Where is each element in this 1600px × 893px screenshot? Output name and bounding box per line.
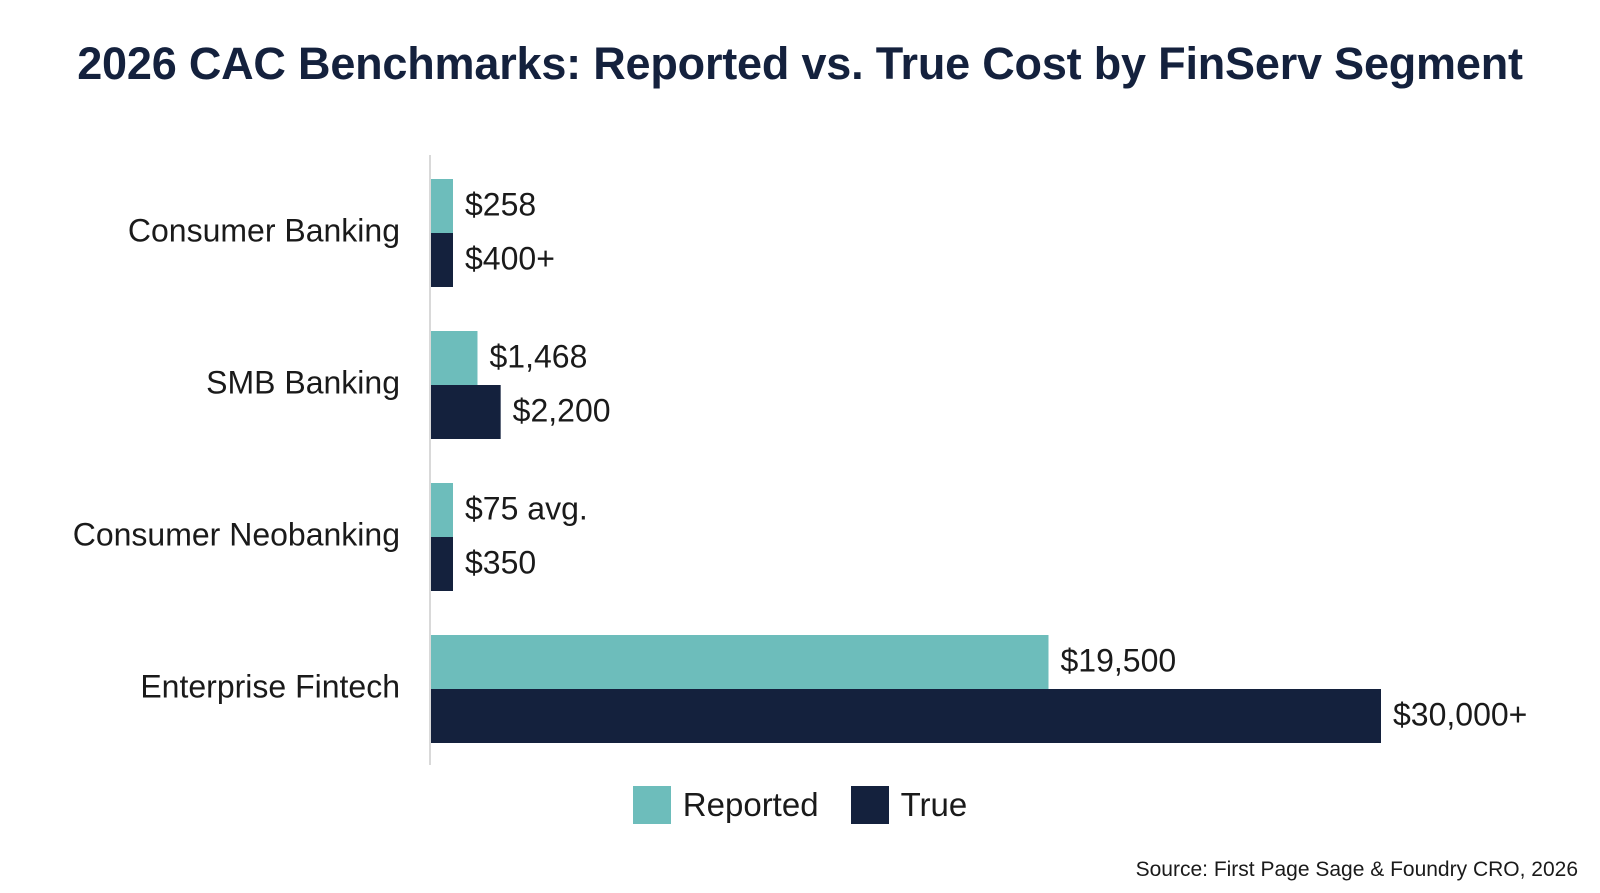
bar-true-consumer-banking (431, 233, 453, 287)
category-label-consumer-neobanking: Consumer Neobanking (73, 516, 400, 552)
legend: Reported True (0, 786, 1600, 824)
bar-reported-consumer-neobanking (431, 483, 453, 537)
bar-true-consumer-neobanking (431, 537, 453, 591)
value-label-reported-enterprise-fintech: $19,500 (1061, 642, 1177, 678)
value-label-reported-consumer-neobanking: $75 avg. (465, 490, 588, 526)
value-label-true-smb-banking: $2,200 (513, 392, 611, 428)
category-label-smb-banking: SMB Banking (206, 364, 400, 400)
legend-swatch-reported (632, 786, 671, 824)
value-label-reported-smb-banking: $1,468 (489, 338, 587, 374)
chart-title: 2026 CAC Benchmarks: Reported vs. True C… (77, 38, 1523, 89)
value-label-true-enterprise-fintech: $30,000+ (1393, 696, 1527, 732)
value-label-true-consumer-banking: $400+ (465, 240, 555, 276)
source-note: Source: First Page Sage & Foundry CRO, 2… (1135, 858, 1578, 881)
legend-item-true: True (850, 786, 968, 824)
legend-item-reported: Reported (632, 786, 819, 824)
bar-reported-consumer-banking (431, 179, 453, 233)
legend-label-reported: Reported (682, 786, 819, 823)
category-label-consumer-banking: Consumer Banking (128, 212, 400, 248)
bar-true-smb-banking (431, 385, 501, 439)
value-label-reported-consumer-banking: $258 (465, 186, 536, 222)
bar-reported-enterprise-fintech (431, 635, 1049, 689)
bar-reported-smb-banking (431, 331, 478, 385)
category-label-enterprise-fintech: Enterprise Fintech (140, 668, 400, 704)
bar-true-enterprise-fintech (431, 689, 1381, 743)
value-label-true-consumer-neobanking: $350 (465, 544, 536, 580)
legend-label-true: True (900, 786, 968, 823)
legend-swatch-true (850, 786, 889, 824)
